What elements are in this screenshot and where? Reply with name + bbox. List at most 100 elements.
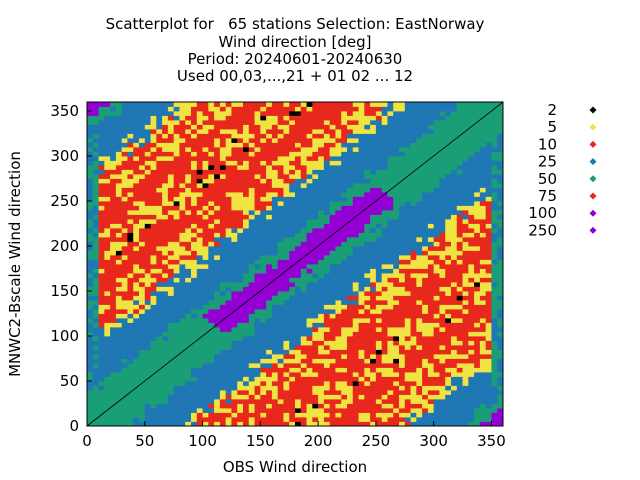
density-cell (231, 273, 238, 278)
density-cell (312, 282, 319, 287)
density-cell (243, 151, 250, 157)
density-cell (381, 228, 388, 233)
density-cell (208, 277, 215, 283)
density-cell (479, 349, 487, 355)
density-cell (300, 124, 307, 130)
density-cell (318, 228, 325, 233)
density-cell (237, 349, 244, 355)
density-cell (439, 183, 446, 188)
density-cell (318, 165, 325, 170)
density-cell (381, 417, 388, 422)
density-cell (110, 286, 117, 292)
density-cell (364, 192, 371, 197)
density-cell (248, 417, 255, 422)
density-cell (110, 376, 117, 382)
density-cell (115, 408, 123, 413)
density-cell (150, 309, 157, 314)
density-cell (283, 133, 290, 139)
density-cell (427, 246, 435, 251)
density-cell (110, 268, 117, 274)
density-cell (381, 331, 388, 337)
density-cell (150, 282, 157, 287)
density-cell (381, 156, 388, 161)
density-cell (208, 165, 215, 170)
density-cell (225, 219, 232, 224)
density-cell (115, 196, 123, 202)
density-cell (289, 367, 296, 373)
density-cell (185, 219, 192, 224)
density-cell (399, 421, 406, 426)
density-cell (364, 412, 371, 418)
density-cell (248, 115, 255, 121)
density-cell (451, 178, 458, 184)
density-cell (185, 214, 192, 220)
density-cell (202, 291, 209, 296)
density-cell (347, 187, 354, 193)
density-cell (404, 295, 411, 301)
density-cell (433, 205, 440, 211)
density-cell (295, 363, 302, 368)
density-cell (248, 367, 255, 373)
density-cell (364, 169, 371, 175)
density-cell (98, 138, 105, 143)
density-cell (451, 255, 458, 260)
density-cell (139, 156, 146, 161)
density-cell (433, 286, 440, 292)
density-cell (260, 156, 267, 161)
density-cell (318, 336, 325, 341)
density-cell (98, 241, 105, 247)
density-cell (318, 115, 325, 121)
density-cell (191, 304, 198, 310)
density-cell (214, 129, 221, 134)
density-cell (133, 336, 140, 341)
density-cell (439, 385, 446, 391)
density-cell (318, 309, 325, 314)
density-cell (173, 408, 180, 413)
density-cell (127, 232, 134, 238)
density-cell (485, 372, 492, 377)
density-cell (254, 358, 261, 364)
density-cell (375, 165, 383, 170)
density-cell (196, 232, 203, 238)
density-cell (364, 300, 371, 305)
density-cell (104, 174, 111, 179)
density-cell (248, 142, 255, 148)
density-cell (208, 412, 215, 418)
density-cell (144, 394, 151, 400)
density-cell (104, 214, 111, 220)
density-cell (451, 268, 458, 274)
density-cell (352, 300, 359, 305)
density-cell (110, 421, 117, 426)
density-cell (162, 327, 169, 332)
density-cell (474, 363, 481, 368)
density-cell (352, 313, 359, 319)
density-cell (214, 219, 221, 224)
density-cell (191, 358, 198, 364)
density-cell (248, 124, 255, 130)
density-cell (156, 246, 163, 251)
density-cell (144, 367, 151, 373)
density-cell (318, 183, 325, 188)
density-cell (456, 354, 463, 359)
density-cell (283, 228, 290, 233)
density-cell (173, 363, 180, 368)
density-cell (352, 412, 359, 418)
density-cell (283, 291, 290, 296)
density-cell (358, 259, 365, 265)
density-cell (162, 151, 169, 157)
density-cell (173, 331, 180, 337)
density-cell (364, 151, 371, 157)
density-cell (416, 381, 423, 386)
density-cell (479, 151, 487, 157)
density-cell (139, 340, 146, 346)
density-cell (98, 354, 105, 359)
density-cell (341, 219, 348, 224)
density-cell (422, 403, 429, 409)
density-cell (231, 385, 238, 391)
density-cell (399, 264, 406, 269)
density-cell (433, 372, 440, 377)
density-cell (329, 201, 336, 206)
density-cell (323, 187, 331, 193)
density-cell (179, 331, 186, 337)
density-cell (121, 390, 128, 395)
